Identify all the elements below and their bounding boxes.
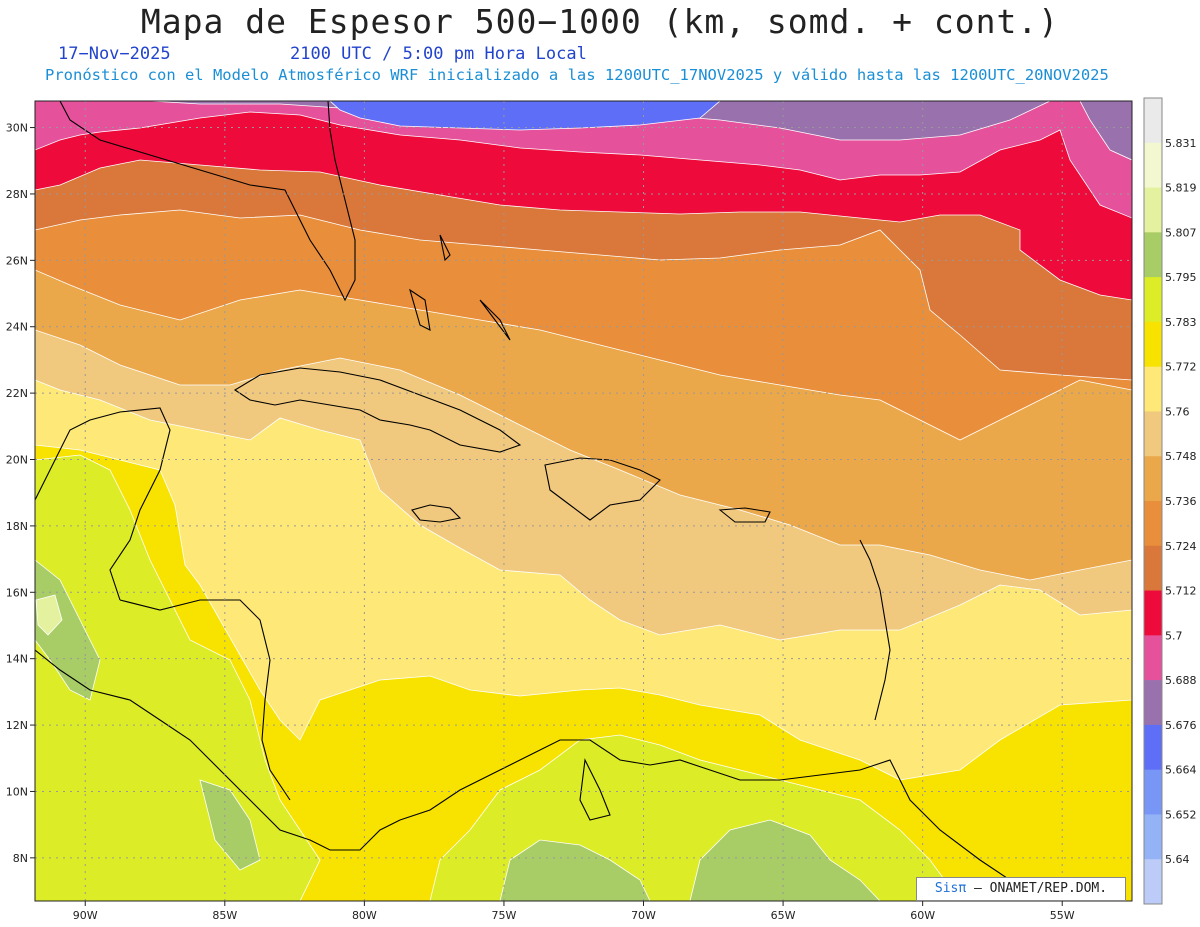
colorbar-swatch	[1144, 590, 1162, 636]
colorbar-swatch	[1144, 321, 1162, 368]
colorbar-swatch	[1144, 142, 1162, 189]
forecast-time: 2100 UTC / 5:00 pm Hora Local	[290, 44, 587, 64]
lat-label: 8N	[13, 852, 28, 865]
forecast-subtitle: Pronóstico con el Modelo Atmosférico WRF…	[45, 66, 1109, 84]
jamaica-coast	[411, 504, 462, 523]
colorbar-label: 5.783	[1165, 316, 1197, 329]
lon-label: 75W	[492, 909, 517, 922]
colorbar-swatch	[1144, 98, 1162, 144]
colorbar-label: 5.748	[1165, 450, 1197, 463]
lat-label: 20N	[6, 454, 28, 467]
lat-label: 28N	[6, 188, 28, 201]
colorbar-label: 5.652	[1165, 808, 1197, 821]
thickness-field	[35, 101, 1132, 901]
band-5-795-central	[199, 779, 261, 871]
puerto-rico-coast	[718, 507, 771, 523]
bahamas-coast	[409, 234, 511, 341]
colorbar-label: 5.664	[1165, 764, 1197, 777]
colorbar-swatch	[1144, 769, 1162, 815]
lat-label: 22N	[6, 387, 28, 400]
band-5-795-colombia	[499, 839, 651, 901]
colorbar-swatch	[1144, 635, 1162, 681]
lat-label: 26N	[6, 254, 28, 267]
lon-label: 80W	[352, 909, 377, 922]
colorbar-outline	[1143, 97, 1163, 905]
lat-label: 12N	[6, 719, 28, 732]
lon-label: 65W	[771, 909, 796, 922]
colorbar-swatch	[1144, 814, 1162, 860]
band-5-795-west	[35, 559, 101, 701]
band-5-783-west	[35, 454, 321, 901]
colorbar-label: 5.736	[1165, 495, 1197, 508]
colorbar-swatch	[1144, 724, 1162, 771]
sispi-logo: Sisπ	[934, 881, 967, 896]
colorbar-label: 5.807	[1165, 226, 1197, 239]
credit-text: – ONAMET/REP.DOM.	[974, 881, 1108, 896]
band-5-795-venezuela	[689, 819, 881, 901]
colorbar-label: 5.676	[1165, 719, 1197, 732]
lat-label: 30N	[6, 122, 28, 135]
colorbar-label: 5.64	[1165, 853, 1190, 866]
lon-label: 55W	[1050, 909, 1075, 922]
hispaniola-coast	[544, 457, 661, 521]
cuba-coast	[233, 367, 522, 453]
colorbar-swatch	[1144, 680, 1162, 726]
colorbar-label: 5.7	[1165, 629, 1183, 642]
forecast-date: 17−Nov−2025	[58, 44, 171, 64]
colorbar-label: 5.831	[1165, 137, 1197, 150]
band-5-807-patch	[35, 594, 63, 636]
colorbar-label: 5.772	[1165, 361, 1197, 374]
colorbar-swatch	[1144, 277, 1162, 323]
lon-label: 70W	[631, 909, 656, 922]
florida-coast	[59, 101, 356, 302]
colorbar-swatch	[1144, 187, 1162, 233]
band-5-676	[120, 101, 1132, 161]
map-frame	[34, 100, 1133, 902]
lat-label: 18N	[6, 520, 28, 533]
colorbar-label: 5.712	[1165, 585, 1197, 598]
yucatan-coast	[35, 407, 171, 601]
graticule	[35, 101, 1132, 901]
colorbar-label: 5.76	[1165, 405, 1190, 418]
lat-label: 16N	[6, 586, 28, 599]
colorbar-swatch	[1144, 411, 1162, 457]
colorbar-label: 5.688	[1165, 674, 1197, 687]
map-title: Mapa de Espesor 500−1000 (km, somd. + co…	[140, 2, 1060, 41]
colorbar-swatch	[1144, 232, 1162, 278]
longitude-labels: 90W 85W 80W 75W 70W 65W 60W 55W	[73, 901, 1075, 922]
central-america-coast	[35, 649, 401, 851]
colorbar-swatch	[1144, 859, 1162, 905]
lat-label: 24N	[6, 321, 28, 334]
colorbar: 5.831 5.819 5.807 5.795 5.783 5.772 5.76 5.748 5…	[1143, 97, 1197, 905]
colorbar-swatch	[1144, 366, 1162, 412]
credit-box: Sisπ – ONAMET/REP.DOM.	[916, 877, 1126, 901]
lat-label: 10N	[6, 785, 28, 798]
south-america-coast	[399, 739, 1031, 901]
band-5-664	[329, 101, 721, 131]
colorbar-swatch	[1144, 501, 1162, 547]
lat-label: 14N	[6, 653, 28, 666]
maracaibo-coast	[579, 758, 611, 821]
colorbar-label: 5.795	[1165, 271, 1197, 284]
lesser-antilles-coast	[859, 539, 891, 721]
colorbar-label: 5.819	[1165, 182, 1197, 195]
caribbean-central-coast	[119, 599, 291, 801]
latitude-labels: 30N 28N 26N 24N 22N 20N 18N 16N 14N 12N 10N 8N	[6, 122, 35, 865]
lon-label: 90W	[73, 909, 98, 922]
colorbar-label: 5.724	[1165, 540, 1197, 553]
lon-label: 60W	[910, 909, 935, 922]
colorbar-swatch	[1144, 545, 1162, 592]
coastlines	[35, 101, 1031, 901]
colorbar-swatch	[1144, 456, 1162, 502]
lon-label: 85W	[212, 909, 237, 922]
